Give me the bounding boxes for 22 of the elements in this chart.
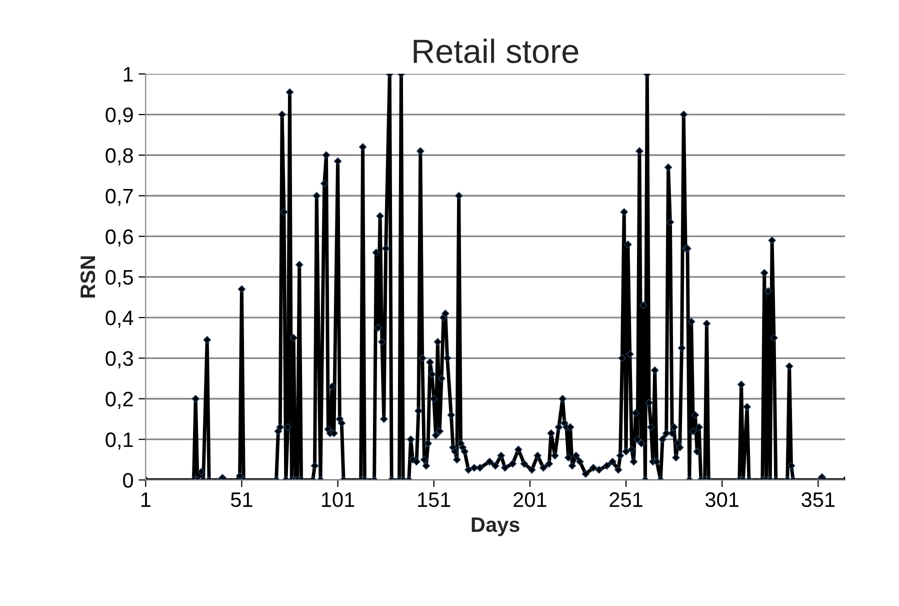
x-tick-label: 251 [610,492,642,508]
x-axis-title: Days [472,518,520,536]
x-tick-label: 351 [802,492,835,508]
y-tick-label: 0,5 [106,270,133,288]
y-tick-label: 0,1 [106,432,133,450]
y-tick-label: 0,7 [106,188,133,206]
x-tick-label: 101 [322,492,354,508]
x-tick-label: 51 [230,492,252,508]
y-tick-label: 1 [124,67,133,82]
y-tick-label: 0 [123,472,134,488]
y-tick-label: 0,2 [106,392,133,409]
y-tick-label: 0,6 [106,229,133,247]
y-tick-label: 0,3 [106,351,133,368]
y-tick-label: 0,8 [106,148,133,166]
x-tick-label: 151 [418,492,450,508]
y-tick-label: 0,9 [106,108,133,125]
x-tick-label: 201 [514,492,546,508]
chart-title: Retail store [414,38,578,64]
y-tick-label: 0,4 [106,310,134,328]
x-tick-label: 1 [141,492,150,507]
y-axis-title: RSN [80,256,96,298]
x-tick-label: 301 [706,492,738,508]
